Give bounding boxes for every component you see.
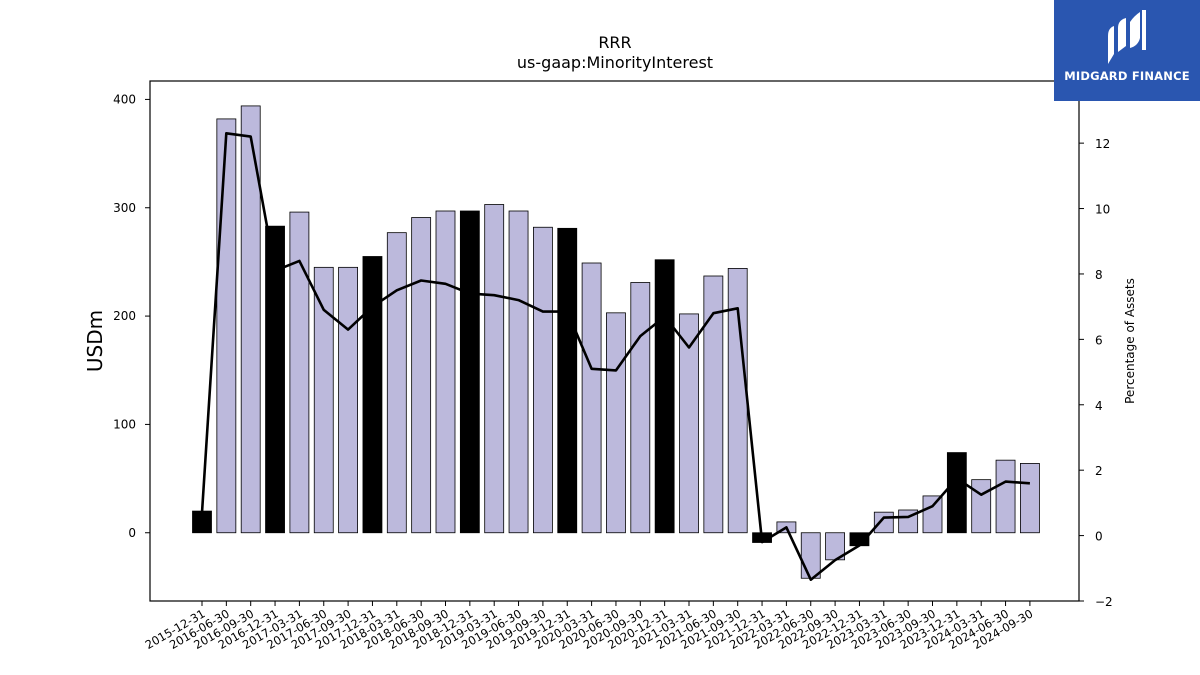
chart-subtitle: us-gaap:MinorityInterest — [517, 53, 713, 72]
bar-2018-12-31 — [459, 210, 480, 534]
brand-logo: MIDGARD FINANCE — [1054, 0, 1200, 101]
y-axis-label: USDm — [83, 310, 107, 372]
y2-tick-label: 12 — [1095, 137, 1110, 151]
y2-tick-label: 6 — [1095, 333, 1103, 347]
y2-tick-label: 4 — [1095, 399, 1103, 413]
y-tick-label: 400 — [113, 92, 136, 106]
bar-2024-09-30 — [1020, 463, 1040, 534]
line-layer — [200, 132, 1030, 582]
y-tick-label: 200 — [113, 309, 136, 323]
y2-axis-label: Percentage of Assets — [1123, 278, 1137, 404]
bar-2017-12-31 — [362, 256, 383, 534]
y2-tick-label: 2 — [1095, 464, 1103, 478]
y2-tick-label: 10 — [1095, 203, 1110, 217]
bar-2016-12-31 — [265, 225, 285, 534]
x-axis: 2015-12-312016-06-302016-09-302016-12-31… — [143, 601, 1035, 652]
bar-2023-09-30 — [922, 495, 943, 534]
bar-2017-09-30 — [338, 266, 359, 534]
bar-2024-03-31 — [971, 479, 992, 534]
y-tick-label: 0 — [128, 526, 136, 540]
bar-2024-06-30 — [995, 459, 1016, 534]
bar-2019-09-30 — [533, 226, 553, 534]
bar-2019-12-31 — [557, 227, 578, 534]
bar-2020-03-31 — [581, 262, 602, 534]
bar-2020-12-31 — [654, 259, 675, 534]
bar-2018-06-30 — [411, 217, 432, 534]
bar-2018-03-31 — [386, 232, 407, 534]
bar-2020-06-30 — [606, 312, 626, 534]
bar-2021-03-31 — [679, 313, 699, 534]
bar-2017-03-31 — [289, 211, 310, 534]
y2-tick-label: 8 — [1095, 268, 1103, 282]
bar-2016-09-30 — [240, 105, 261, 534]
bar-2019-06-30 — [508, 210, 529, 534]
logo-text: MIDGARD FINANCE — [1064, 69, 1190, 83]
y2-tick-label: 0 — [1095, 530, 1103, 544]
bar-2019-03-31 — [484, 204, 505, 534]
y2-tick-label: −2 — [1095, 595, 1113, 609]
plot-frame — [149, 80, 1080, 602]
percentage-line — [200, 132, 1030, 582]
bar-2016-06-30 — [216, 118, 237, 534]
chart-title: RRR — [598, 33, 631, 52]
y-tick-label: 300 — [113, 201, 136, 215]
y-axis-right: −2 0 2 4 6 8 10 12 — [1079, 137, 1113, 609]
bar-2023-03-31 — [873, 511, 894, 534]
y-axis-left: 0 100 200 300 400 — [113, 92, 150, 540]
bar-2022-06-30 — [800, 532, 821, 579]
bar-2015-12-31 — [192, 510, 212, 534]
bar-2020-09-30 — [630, 282, 651, 534]
bar-2018-09-30 — [435, 210, 456, 534]
y-tick-label: 100 — [113, 417, 136, 431]
bar-2023-12-31 — [946, 452, 967, 534]
bar-2017-06-30 — [313, 266, 334, 534]
bars-layer — [192, 105, 1040, 579]
logo-mark-icon — [1108, 10, 1146, 64]
bar-2021-06-30 — [703, 275, 724, 534]
